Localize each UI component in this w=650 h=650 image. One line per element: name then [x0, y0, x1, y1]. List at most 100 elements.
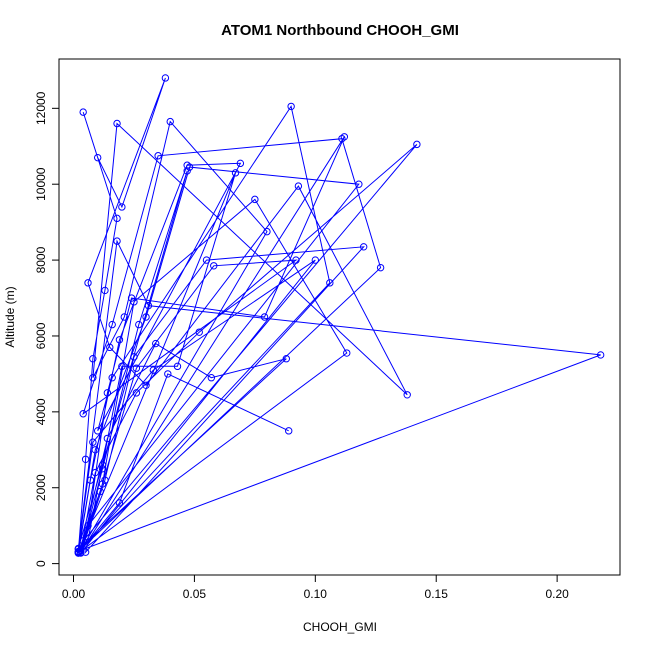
- data-point: [86, 476, 95, 484]
- data-point: [311, 256, 320, 264]
- data-point: [98, 480, 107, 488]
- data-point: [376, 263, 385, 272]
- y-tick-label: 8000: [34, 246, 48, 273]
- data-point: [231, 169, 240, 177]
- data-point: [183, 161, 191, 169]
- data-point: [326, 279, 334, 287]
- x-tick-label: 0.10: [304, 587, 328, 601]
- data-point: [185, 163, 194, 171]
- data-point: [81, 548, 90, 556]
- data-point: [115, 336, 124, 344]
- data-point: [130, 298, 138, 306]
- data-point: [91, 446, 99, 454]
- data-point: [93, 153, 102, 162]
- data-point: [403, 391, 411, 399]
- data-point: [106, 343, 114, 352]
- data-point: [91, 468, 99, 477]
- data-point: [202, 256, 211, 264]
- data-point: [294, 182, 303, 190]
- data-point: [79, 410, 87, 418]
- data-point: [127, 294, 136, 302]
- data-point: [260, 313, 269, 321]
- x-tick-label: 0.20: [545, 587, 569, 601]
- y-tick-label: 6000: [34, 322, 48, 349]
- data-point: [79, 537, 87, 545]
- data-point: [183, 167, 191, 175]
- data-point: [135, 320, 143, 329]
- data-point: [84, 521, 92, 530]
- data-point: [149, 366, 158, 374]
- data-point: [113, 237, 121, 245]
- data-point: [210, 262, 218, 270]
- data-point: [108, 320, 116, 329]
- y-tick-label: 2000: [34, 474, 48, 501]
- data-point: [152, 339, 160, 348]
- data-point: [118, 362, 126, 371]
- x-tick-label: 0.05: [183, 587, 207, 601]
- data-point: [340, 133, 349, 141]
- data-point: [101, 286, 109, 295]
- y-axis-label: Altitude (m): [3, 286, 17, 347]
- plot-area: [74, 74, 605, 557]
- data-point: [103, 389, 112, 397]
- data-point: [89, 355, 97, 363]
- data-point: [195, 328, 203, 336]
- data-point: [166, 117, 174, 126]
- data-point: [142, 381, 150, 389]
- y-tick-label: 10000: [34, 167, 48, 201]
- data-point: [120, 313, 128, 321]
- chart-title: ATOM1 Northbound CHOOH_GMI: [221, 22, 459, 39]
- data-point: [292, 256, 300, 264]
- data-point: [154, 152, 162, 160]
- data-point: [103, 434, 112, 443]
- data-point: [161, 74, 170, 82]
- x-axis-label: CHOOH_GMI: [303, 620, 377, 634]
- data-point: [98, 465, 107, 473]
- data-point: [79, 108, 87, 116]
- series-line: [77, 77, 601, 555]
- data-point: [74, 545, 83, 553]
- y-tick-label: 4000: [34, 398, 48, 425]
- data-point: [132, 389, 141, 397]
- data-point: [130, 353, 138, 361]
- data-point: [132, 364, 141, 372]
- data-point: [89, 374, 97, 382]
- data-point: [173, 362, 182, 371]
- x-tick-label: 0.15: [425, 587, 449, 601]
- data-point: [359, 243, 368, 251]
- data-point: [207, 374, 216, 382]
- data-point: [74, 549, 83, 557]
- data-point: [142, 313, 150, 321]
- data-point: [113, 119, 121, 128]
- data-point: [101, 476, 109, 484]
- data-point: [118, 203, 126, 211]
- data-point: [287, 102, 295, 111]
- y-axis: 0 2000 4000 6000 8000 10000 12000: [34, 91, 59, 567]
- data-point: [77, 549, 85, 557]
- data-point: [84, 279, 92, 287]
- y-tick-label: 0: [34, 560, 48, 567]
- data-point: [113, 214, 121, 223]
- x-axis: 0.00 0.05 0.10 0.15 0.20: [62, 575, 569, 601]
- data-point: [144, 301, 153, 310]
- y-tick-label: 12000: [34, 91, 48, 125]
- data-point: [338, 134, 346, 143]
- data-point: [108, 374, 116, 382]
- data-point: [164, 370, 172, 378]
- data-point: [282, 355, 291, 363]
- data-point: [96, 487, 104, 496]
- plot-frame: [58, 58, 621, 576]
- data-point: [355, 180, 363, 188]
- x-tick-label: 0.00: [62, 587, 86, 601]
- data-point: [115, 499, 124, 507]
- data-point: [263, 227, 271, 236]
- data-point: [251, 195, 259, 204]
- data-point: [89, 438, 97, 446]
- data-point: [93, 427, 102, 435]
- data-point: [413, 140, 421, 149]
- data-point: [81, 455, 90, 463]
- data-point: [236, 159, 245, 168]
- data-point: [343, 349, 351, 357]
- data-point: [98, 461, 107, 469]
- data-point: [285, 427, 293, 435]
